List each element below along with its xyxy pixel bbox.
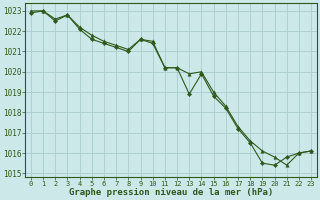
- X-axis label: Graphe pression niveau de la mer (hPa): Graphe pression niveau de la mer (hPa): [69, 188, 273, 197]
